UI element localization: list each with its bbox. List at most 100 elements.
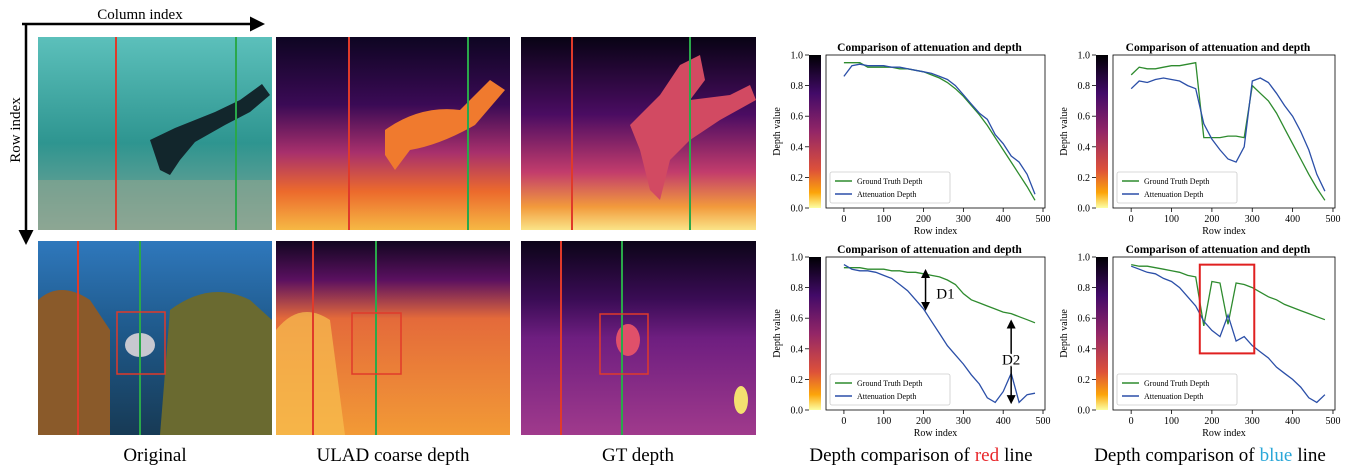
x-tick-label: 500 (1325, 214, 1340, 225)
image-gt-1 (521, 37, 756, 230)
x-axis-label: Row index (1202, 226, 1246, 237)
colorbar (1096, 257, 1108, 410)
y-tick-label: 0.0 (1078, 406, 1091, 417)
series-line (1130, 61, 1326, 201)
chart-title: Comparison of attenuation and depth (1126, 42, 1311, 54)
y-tick-label: 0.4 (1078, 344, 1091, 355)
image-original-1 (38, 37, 272, 230)
plot-frame (1112, 54, 1336, 209)
y-tick-label: 1.0 (791, 51, 804, 62)
series-line (1130, 77, 1326, 192)
x-tick-label: 100 (1164, 416, 1179, 427)
x-tick-label: 100 (1164, 214, 1179, 225)
chart-title: Comparison of attenuation and depth (837, 42, 1022, 54)
caption-text: line (1297, 445, 1326, 466)
x-tick-label: 400 (1285, 214, 1300, 225)
caption: Original (123, 445, 186, 466)
plot-frame (825, 54, 1046, 209)
x-tick-label: 500 (1036, 214, 1051, 225)
colorbar (809, 257, 821, 410)
image-original-2 (38, 241, 272, 435)
legend-label: Attenuation Depth (1144, 190, 1203, 199)
image-ulad-1 (276, 37, 510, 230)
y-tick-label: 0.8 (791, 283, 804, 294)
caption-text: line (1004, 445, 1033, 466)
legend-box (1116, 171, 1238, 204)
y-tick-label: 0.8 (791, 81, 804, 92)
series-line (843, 62, 1036, 201)
chart-title: Comparison of attenuation and depth (1126, 244, 1311, 256)
x-axis-label: Row index (914, 226, 958, 237)
y-tick-label: 0.0 (1078, 204, 1091, 215)
y-tick-label: 1.0 (1078, 253, 1091, 264)
red-box (351, 312, 402, 375)
y-tick-label: 0.6 (791, 112, 804, 123)
legend-label: Ground Truth Depth (857, 177, 922, 186)
y-tick-label: 0.6 (791, 314, 804, 325)
image-gt-2 (521, 241, 756, 435)
x-tick-label: 400 (996, 214, 1011, 225)
x-axis-label: Row index (914, 428, 958, 439)
y-tick-label: 0.4 (791, 344, 804, 355)
row-axis-label: Row index (8, 97, 24, 163)
y-tick-label: 0.8 (1078, 283, 1091, 294)
y-tick-label: 0.0 (791, 204, 804, 215)
x-tick-label: 200 (1204, 416, 1219, 427)
caption-highlight: blue (1260, 445, 1293, 466)
caption-text: Depth comparison of (1094, 445, 1255, 466)
y-tick-label: 0.6 (1078, 314, 1091, 325)
y-axis-label: Depth value (1059, 309, 1070, 358)
x-tick-label: 200 (916, 416, 931, 427)
comparison-caption: Depth comparison of red line (809, 445, 1032, 466)
y-axis-label: Depth value (772, 309, 783, 358)
comparison-caption: Depth comparison of blue line (1094, 445, 1326, 466)
red-box (599, 313, 649, 375)
x-tick-label: 0 (841, 214, 846, 225)
y-tick-label: 1.0 (791, 253, 804, 264)
plot-frame (825, 256, 1046, 411)
legend-label: Attenuation Depth (1144, 392, 1203, 401)
y-tick-label: 0.2 (1078, 375, 1091, 386)
colorbar (809, 55, 821, 208)
series-line (843, 264, 1036, 404)
x-tick-label: 0 (1129, 214, 1134, 225)
legend-label: Ground Truth Depth (1144, 379, 1209, 388)
x-tick-label: 500 (1036, 416, 1051, 427)
x-tick-label: 400 (1285, 416, 1300, 427)
y-tick-label: 0.4 (791, 142, 804, 153)
caption-highlight: red (975, 445, 1000, 466)
series-line (1130, 265, 1326, 404)
legend-label: Ground Truth Depth (857, 379, 922, 388)
legend-box (829, 171, 951, 204)
x-tick-label: 200 (916, 214, 931, 225)
x-tick-label: 300 (956, 416, 971, 427)
x-tick-label: 100 (876, 416, 891, 427)
y-tick-label: 0.4 (1078, 142, 1091, 153)
x-tick-label: 0 (841, 416, 846, 427)
y-axis-label: Depth value (772, 107, 783, 156)
caption: GT depth (602, 445, 674, 466)
x-tick-label: 400 (996, 416, 1011, 427)
column-axis-label: Column index (97, 7, 183, 23)
series-line (843, 63, 1036, 195)
y-tick-label: 0.2 (1078, 173, 1091, 184)
x-tick-label: 300 (1245, 416, 1260, 427)
legend-label: Attenuation Depth (857, 392, 916, 401)
y-axis-label: Depth value (1059, 107, 1070, 156)
legend-label: Ground Truth Depth (1144, 177, 1209, 186)
y-tick-label: 0.0 (791, 406, 804, 417)
caption-text: Depth comparison of (809, 445, 970, 466)
legend-label: Attenuation Depth (857, 190, 916, 199)
x-tick-label: 300 (1245, 214, 1260, 225)
series-line (1131, 263, 1326, 327)
x-tick-label: 500 (1325, 416, 1340, 427)
annotation-label: D2 (1002, 353, 1020, 369)
y-tick-label: 1.0 (1078, 51, 1091, 62)
y-tick-label: 0.2 (791, 173, 804, 184)
legend-box (829, 373, 951, 406)
x-tick-label: 0 (1129, 416, 1134, 427)
x-tick-label: 300 (956, 214, 971, 225)
x-tick-label: 100 (876, 214, 891, 225)
colorbar (1096, 55, 1108, 208)
